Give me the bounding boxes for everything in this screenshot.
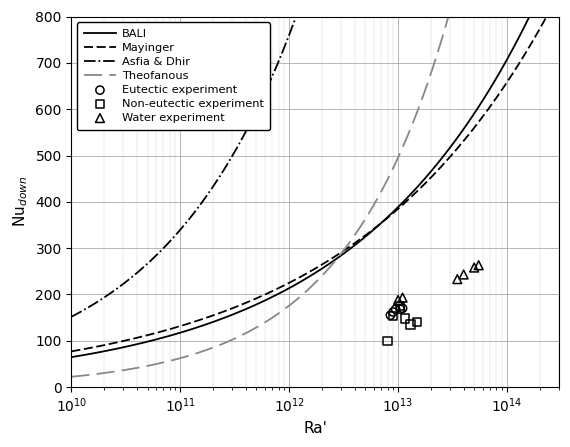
Eutectic experiment: [398, 305, 407, 312]
Mayinger: [303, 271, 310, 277]
Mayinger: [467, 129, 474, 135]
Non-eutectic experiment: [406, 321, 415, 328]
Non-eutectic experiment: [389, 312, 398, 320]
Water experiment: [453, 275, 462, 283]
Line: Asfia & Dhir: Asfia & Dhir: [71, 0, 559, 317]
Mayinger: [332, 253, 339, 259]
Theofanous: [303, 289, 310, 294]
BALI: [68, 354, 75, 360]
Theofanous: [332, 258, 339, 264]
Theofanous: [68, 374, 75, 380]
BALI: [467, 116, 474, 121]
Water experiment: [398, 294, 407, 301]
BALI: [358, 237, 365, 242]
Asfia & Dhir: [68, 314, 75, 320]
Theofanous: [300, 291, 307, 297]
Legend: BALI, Mayinger, Asfia & Dhir, Theofanous, Eutectic experiment, Non-eutectic expe: BALI, Mayinger, Asfia & Dhir, Theofanous…: [77, 22, 270, 130]
Non-eutectic experiment: [396, 303, 405, 310]
Water experiment: [470, 264, 479, 271]
Line: Mayinger: Mayinger: [71, 0, 559, 351]
Mayinger: [358, 236, 365, 241]
Mayinger: [544, 13, 551, 18]
BALI: [300, 278, 307, 283]
Line: BALI: BALI: [71, 0, 559, 357]
Theofanous: [358, 222, 365, 228]
Mayinger: [300, 273, 307, 278]
Eutectic experiment: [386, 312, 395, 319]
Non-eutectic experiment: [400, 315, 409, 322]
Water experiment: [474, 261, 483, 269]
BALI: [332, 257, 339, 262]
X-axis label: Ra': Ra': [303, 421, 327, 436]
Non-eutectic experiment: [383, 337, 392, 344]
Line: Theofanous: Theofanous: [71, 0, 559, 377]
Eutectic experiment: [389, 308, 398, 316]
Water experiment: [393, 296, 402, 304]
Non-eutectic experiment: [413, 319, 422, 326]
Y-axis label: Nu$_{down}$: Nu$_{down}$: [11, 176, 30, 228]
Mayinger: [68, 349, 75, 354]
Water experiment: [459, 271, 468, 278]
BALI: [303, 276, 310, 281]
Eutectic experiment: [396, 306, 405, 313]
Eutectic experiment: [391, 306, 400, 313]
